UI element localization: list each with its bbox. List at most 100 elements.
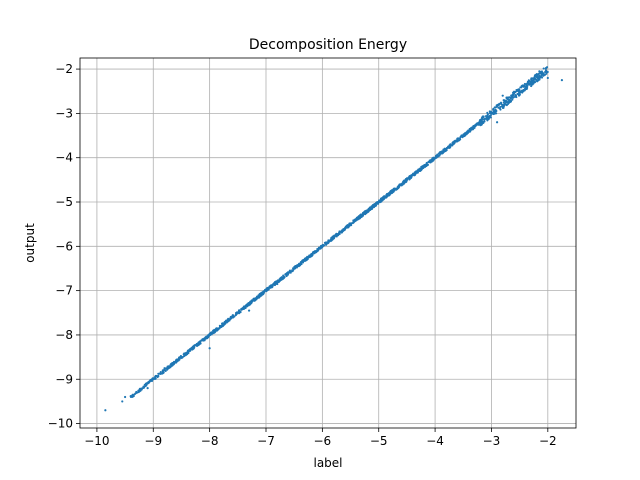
data-point bbox=[145, 382, 148, 385]
data-point bbox=[492, 107, 495, 110]
data-point bbox=[477, 121, 480, 124]
data-point bbox=[226, 320, 229, 323]
y-tick-label: −2 bbox=[55, 62, 73, 76]
data-point bbox=[419, 169, 422, 172]
data-point bbox=[327, 241, 330, 244]
data-point bbox=[333, 236, 336, 239]
data-point bbox=[268, 286, 271, 289]
data-point bbox=[443, 150, 446, 153]
data-point bbox=[437, 155, 440, 158]
data-point bbox=[181, 356, 184, 359]
data-point bbox=[266, 288, 269, 292]
data-point bbox=[544, 69, 547, 72]
data-point bbox=[490, 111, 493, 114]
x-tick-label: −10 bbox=[84, 434, 109, 448]
data-point bbox=[480, 121, 483, 124]
data-point bbox=[427, 160, 430, 163]
data-point bbox=[460, 135, 463, 138]
data-point bbox=[175, 360, 178, 363]
data-point bbox=[391, 191, 394, 194]
data-point bbox=[169, 363, 172, 366]
data-point bbox=[121, 400, 124, 403]
data-point bbox=[302, 260, 306, 263]
data-point bbox=[529, 80, 532, 83]
data-point bbox=[534, 74, 537, 77]
data-point bbox=[229, 316, 232, 319]
data-point bbox=[252, 298, 255, 301]
data-point bbox=[134, 392, 137, 395]
data-point bbox=[517, 90, 520, 93]
data-point bbox=[477, 123, 480, 126]
data-point bbox=[481, 117, 484, 120]
data-point bbox=[517, 93, 520, 96]
data-point bbox=[425, 161, 428, 164]
data-point bbox=[530, 85, 533, 88]
data-point bbox=[214, 330, 217, 334]
data-point bbox=[487, 116, 490, 119]
data-point bbox=[497, 104, 500, 107]
data-point bbox=[161, 372, 164, 375]
data-point bbox=[526, 84, 529, 88]
data-point bbox=[297, 265, 300, 268]
y-tick-label: −9 bbox=[55, 372, 73, 386]
data-point bbox=[172, 362, 175, 365]
data-point bbox=[334, 234, 337, 237]
data-point bbox=[254, 297, 257, 300]
data-point bbox=[131, 393, 135, 396]
data-point bbox=[177, 359, 180, 362]
data-point bbox=[495, 110, 498, 113]
data-point bbox=[138, 390, 141, 393]
data-point bbox=[463, 133, 466, 136]
data-point bbox=[149, 379, 152, 382]
data-point bbox=[186, 352, 189, 356]
data-point bbox=[208, 334, 211, 337]
data-point bbox=[483, 117, 487, 120]
x-tick-label: −5 bbox=[370, 434, 388, 448]
data-point bbox=[503, 99, 507, 102]
plot-frame bbox=[79, 57, 577, 429]
data-point bbox=[140, 387, 143, 390]
data-point bbox=[472, 127, 475, 130]
data-point bbox=[426, 163, 429, 166]
data-point bbox=[441, 150, 444, 153]
data-point bbox=[519, 90, 522, 93]
data-point bbox=[525, 86, 528, 89]
data-point bbox=[520, 86, 523, 89]
data-point bbox=[179, 355, 182, 358]
y-tick-label: −3 bbox=[55, 106, 73, 120]
data-point bbox=[531, 82, 534, 85]
data-point bbox=[560, 79, 564, 82]
data-point bbox=[335, 233, 338, 236]
x-tick-label: −3 bbox=[483, 434, 501, 448]
data-point bbox=[366, 209, 369, 212]
chart-title: Decomposition Energy bbox=[249, 37, 407, 53]
data-point bbox=[542, 74, 545, 77]
data-point bbox=[123, 395, 127, 399]
data-point bbox=[311, 253, 314, 256]
data-point bbox=[244, 307, 247, 310]
data-point bbox=[286, 271, 290, 274]
y-tick-label: −7 bbox=[55, 284, 73, 298]
data-point bbox=[404, 181, 407, 184]
data-point bbox=[247, 302, 250, 305]
y-axis-ticks: −10 −9 −8 −7 −6 −5 −4 −3 −2 bbox=[48, 62, 80, 431]
x-tick-label: −4 bbox=[426, 434, 444, 448]
data-point bbox=[147, 381, 151, 384]
data-point bbox=[318, 247, 321, 250]
data-point bbox=[499, 101, 503, 104]
data-point bbox=[212, 330, 215, 333]
data-point bbox=[456, 137, 459, 140]
data-point bbox=[248, 302, 252, 305]
data-point bbox=[163, 367, 166, 370]
data-point bbox=[323, 241, 326, 244]
data-point bbox=[156, 376, 159, 379]
data-point bbox=[512, 90, 516, 93]
data-point bbox=[208, 347, 211, 350]
data-point bbox=[201, 338, 204, 341]
data-point bbox=[247, 309, 251, 312]
data-point bbox=[291, 269, 294, 272]
data-point bbox=[424, 164, 427, 167]
data-point bbox=[501, 104, 504, 107]
